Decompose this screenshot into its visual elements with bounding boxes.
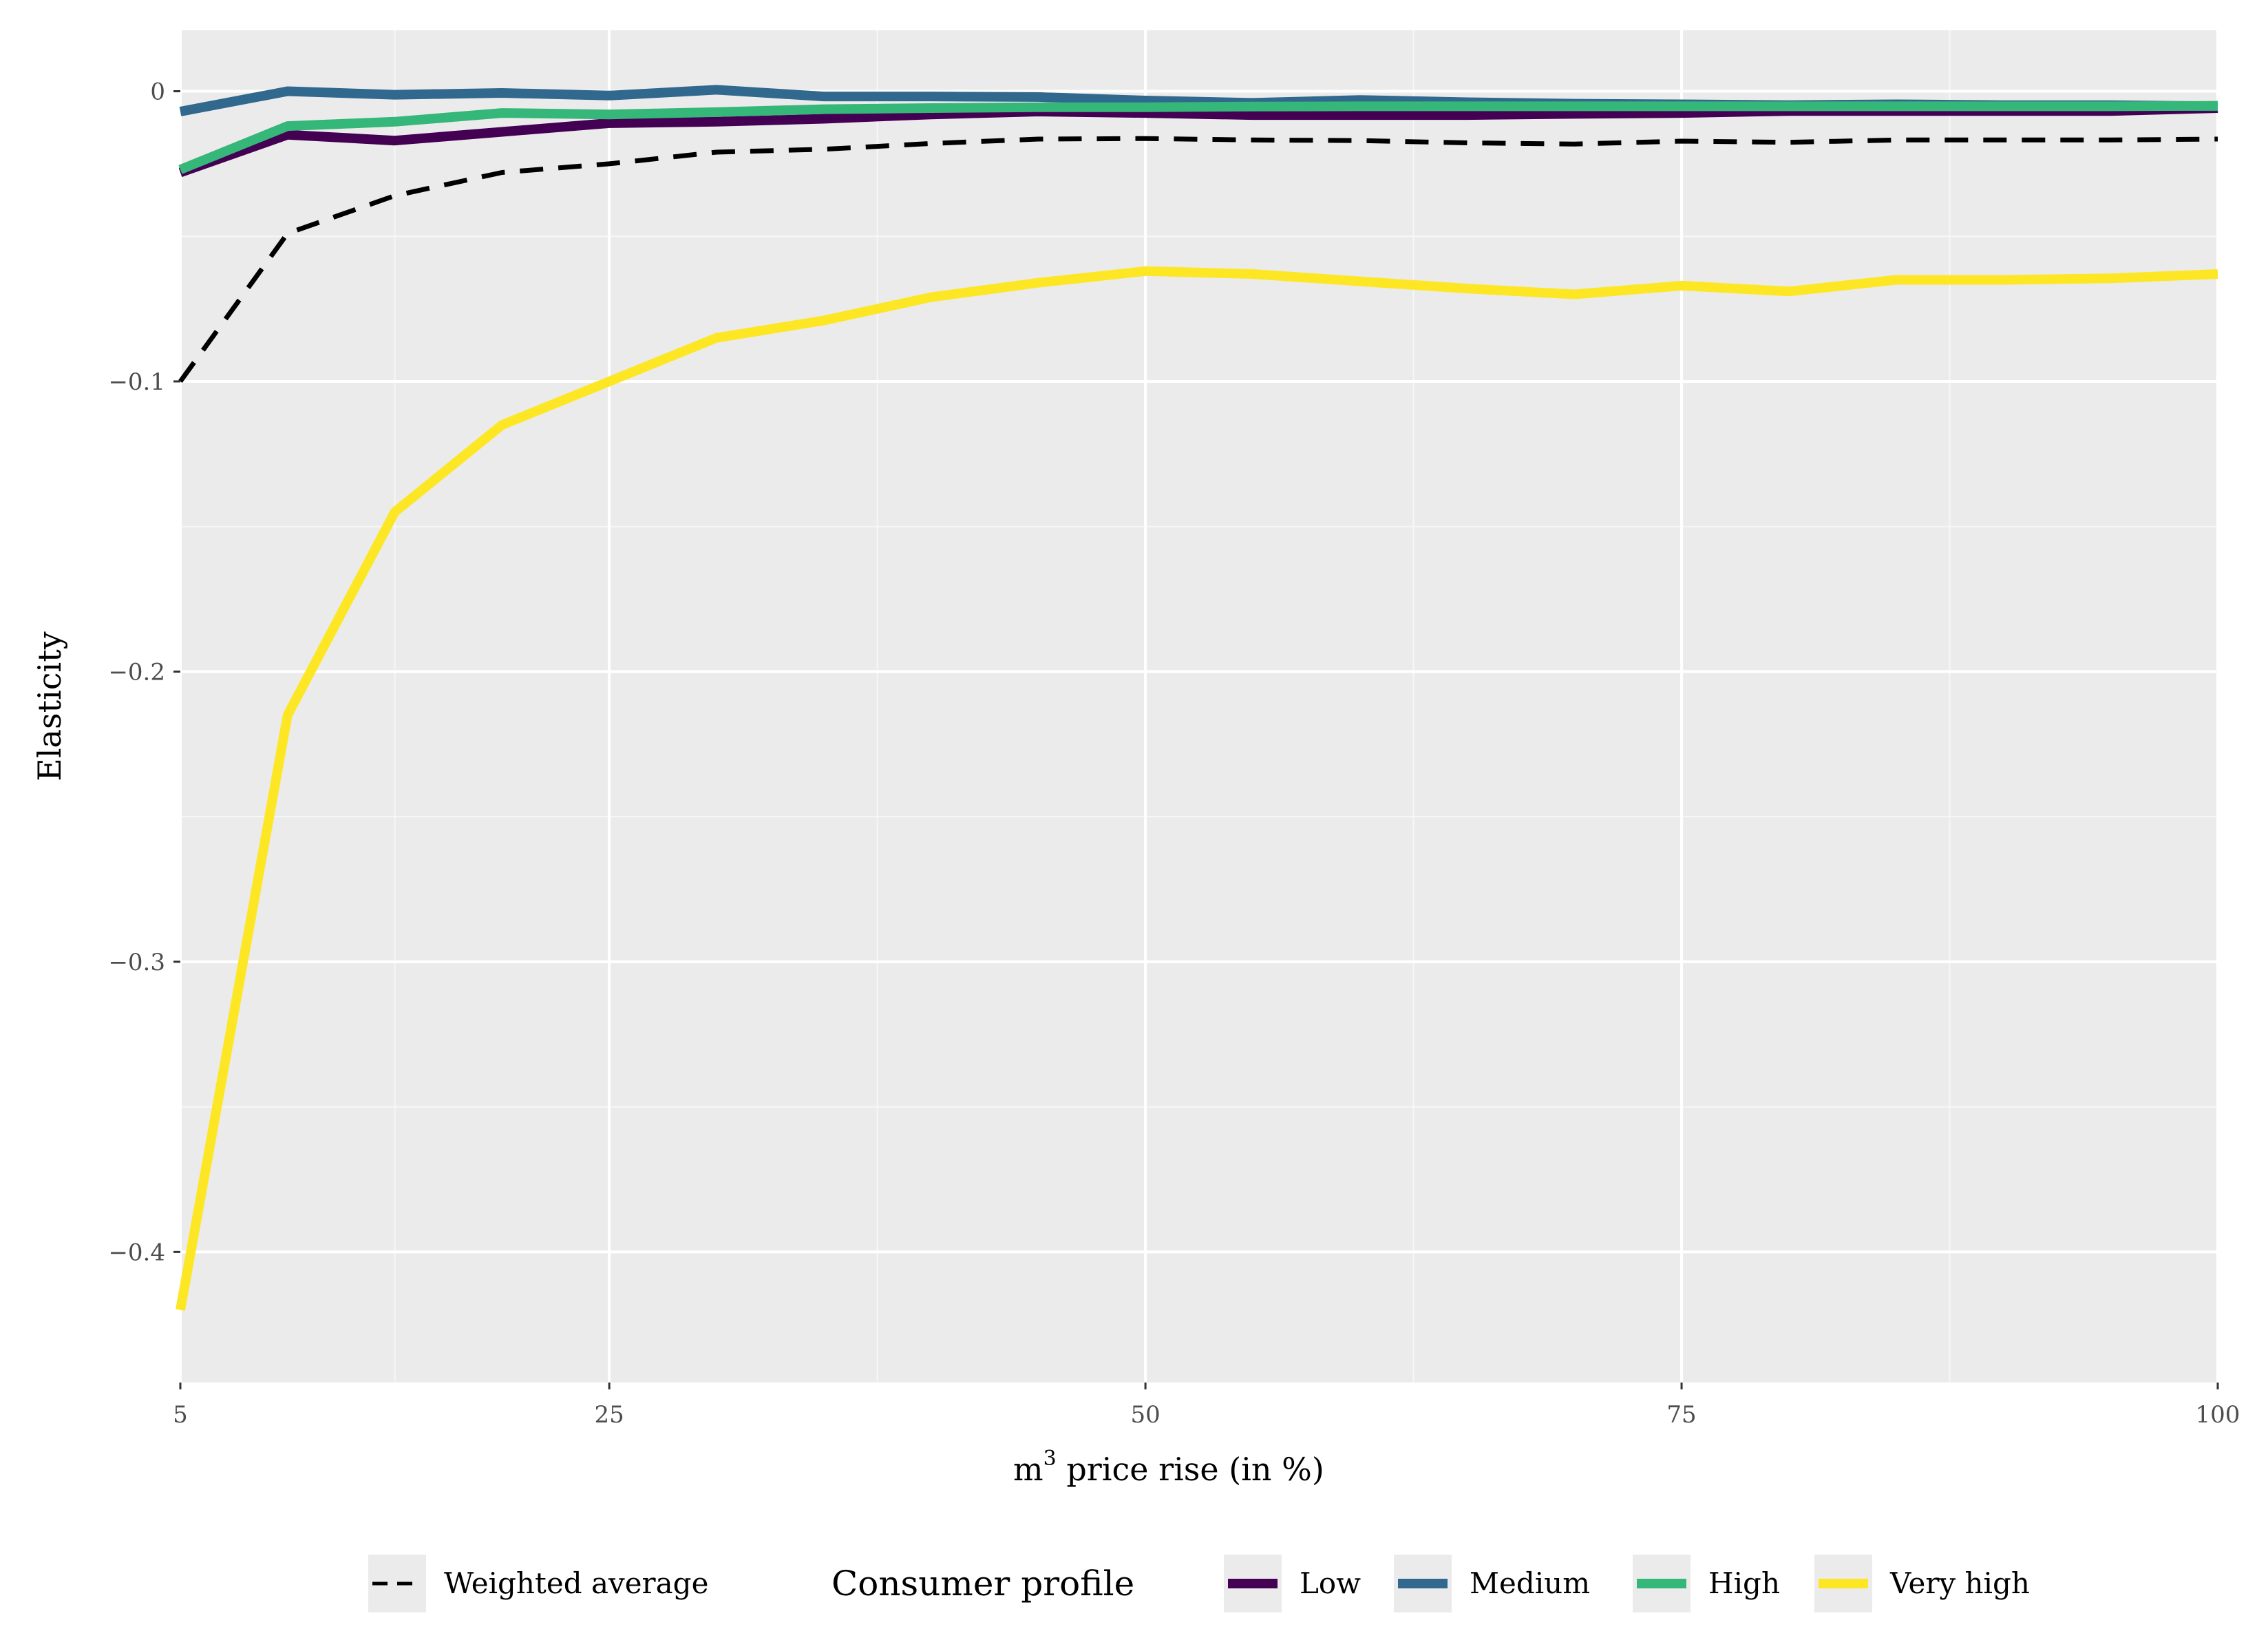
legend-items: Low Medium High Very high [1224, 1555, 2030, 1612]
legend-item-high: High [1633, 1555, 1780, 1612]
plot-panel [180, 30, 2218, 1383]
grid-minor [180, 30, 2218, 1383]
x-axis-title: m3 price rise (in %) [1013, 1447, 1324, 1488]
legend-label-low: Low [1300, 1566, 1361, 1600]
y-tick-label-3: −0.3 [108, 949, 165, 976]
legend-title: Consumer profile [831, 1564, 1134, 1604]
x-tick-label-2: 50 [1130, 1401, 1160, 1429]
y-axis-title: Elasticity [31, 631, 68, 781]
y-tick-label-1: −0.1 [108, 368, 165, 396]
x-axis-title-main: m [1013, 1451, 1043, 1488]
legend-item-weighted-average: Weighted average [368, 1555, 708, 1612]
x-axis-title-rest: price rise (in %) [1057, 1451, 1324, 1488]
legend: Weighted average Consumer profile Low Med… [368, 1555, 2030, 1612]
series-line-weighted-average [178, 136, 2218, 383]
legend-label-very-high: Very high [1889, 1566, 2030, 1600]
series-line-very-high [176, 266, 2218, 1311]
legend-item-medium: Medium [1394, 1555, 1590, 1612]
legend-item-low: Low [1224, 1555, 1361, 1612]
legend-label-weighted-average: Weighted average [444, 1566, 708, 1600]
x-axis: 5 25 50 75 100 [173, 1383, 2240, 1429]
x-axis-title-sup: 3 [1043, 1447, 1057, 1471]
x-tick-label-3: 75 [1666, 1401, 1696, 1429]
x-tick-label-1: 25 [595, 1401, 624, 1429]
y-tick-label-4: −0.4 [108, 1239, 165, 1266]
series-layer [176, 85, 2218, 1311]
y-tick-label-0: 0 [150, 78, 165, 106]
x-tick-label-0: 5 [173, 1401, 188, 1429]
y-tick-label-2: −0.2 [108, 658, 165, 686]
legend-label-medium: Medium [1470, 1566, 1590, 1600]
legend-label-high: High [1708, 1566, 1780, 1600]
y-axis: 0 −0.1 −0.2 −0.3 −0.4 [108, 78, 180, 1266]
x-tick-label-4: 100 [2196, 1401, 2240, 1429]
series-line-high [178, 101, 2218, 174]
legend-item-very-high: Very high [1814, 1555, 2030, 1612]
